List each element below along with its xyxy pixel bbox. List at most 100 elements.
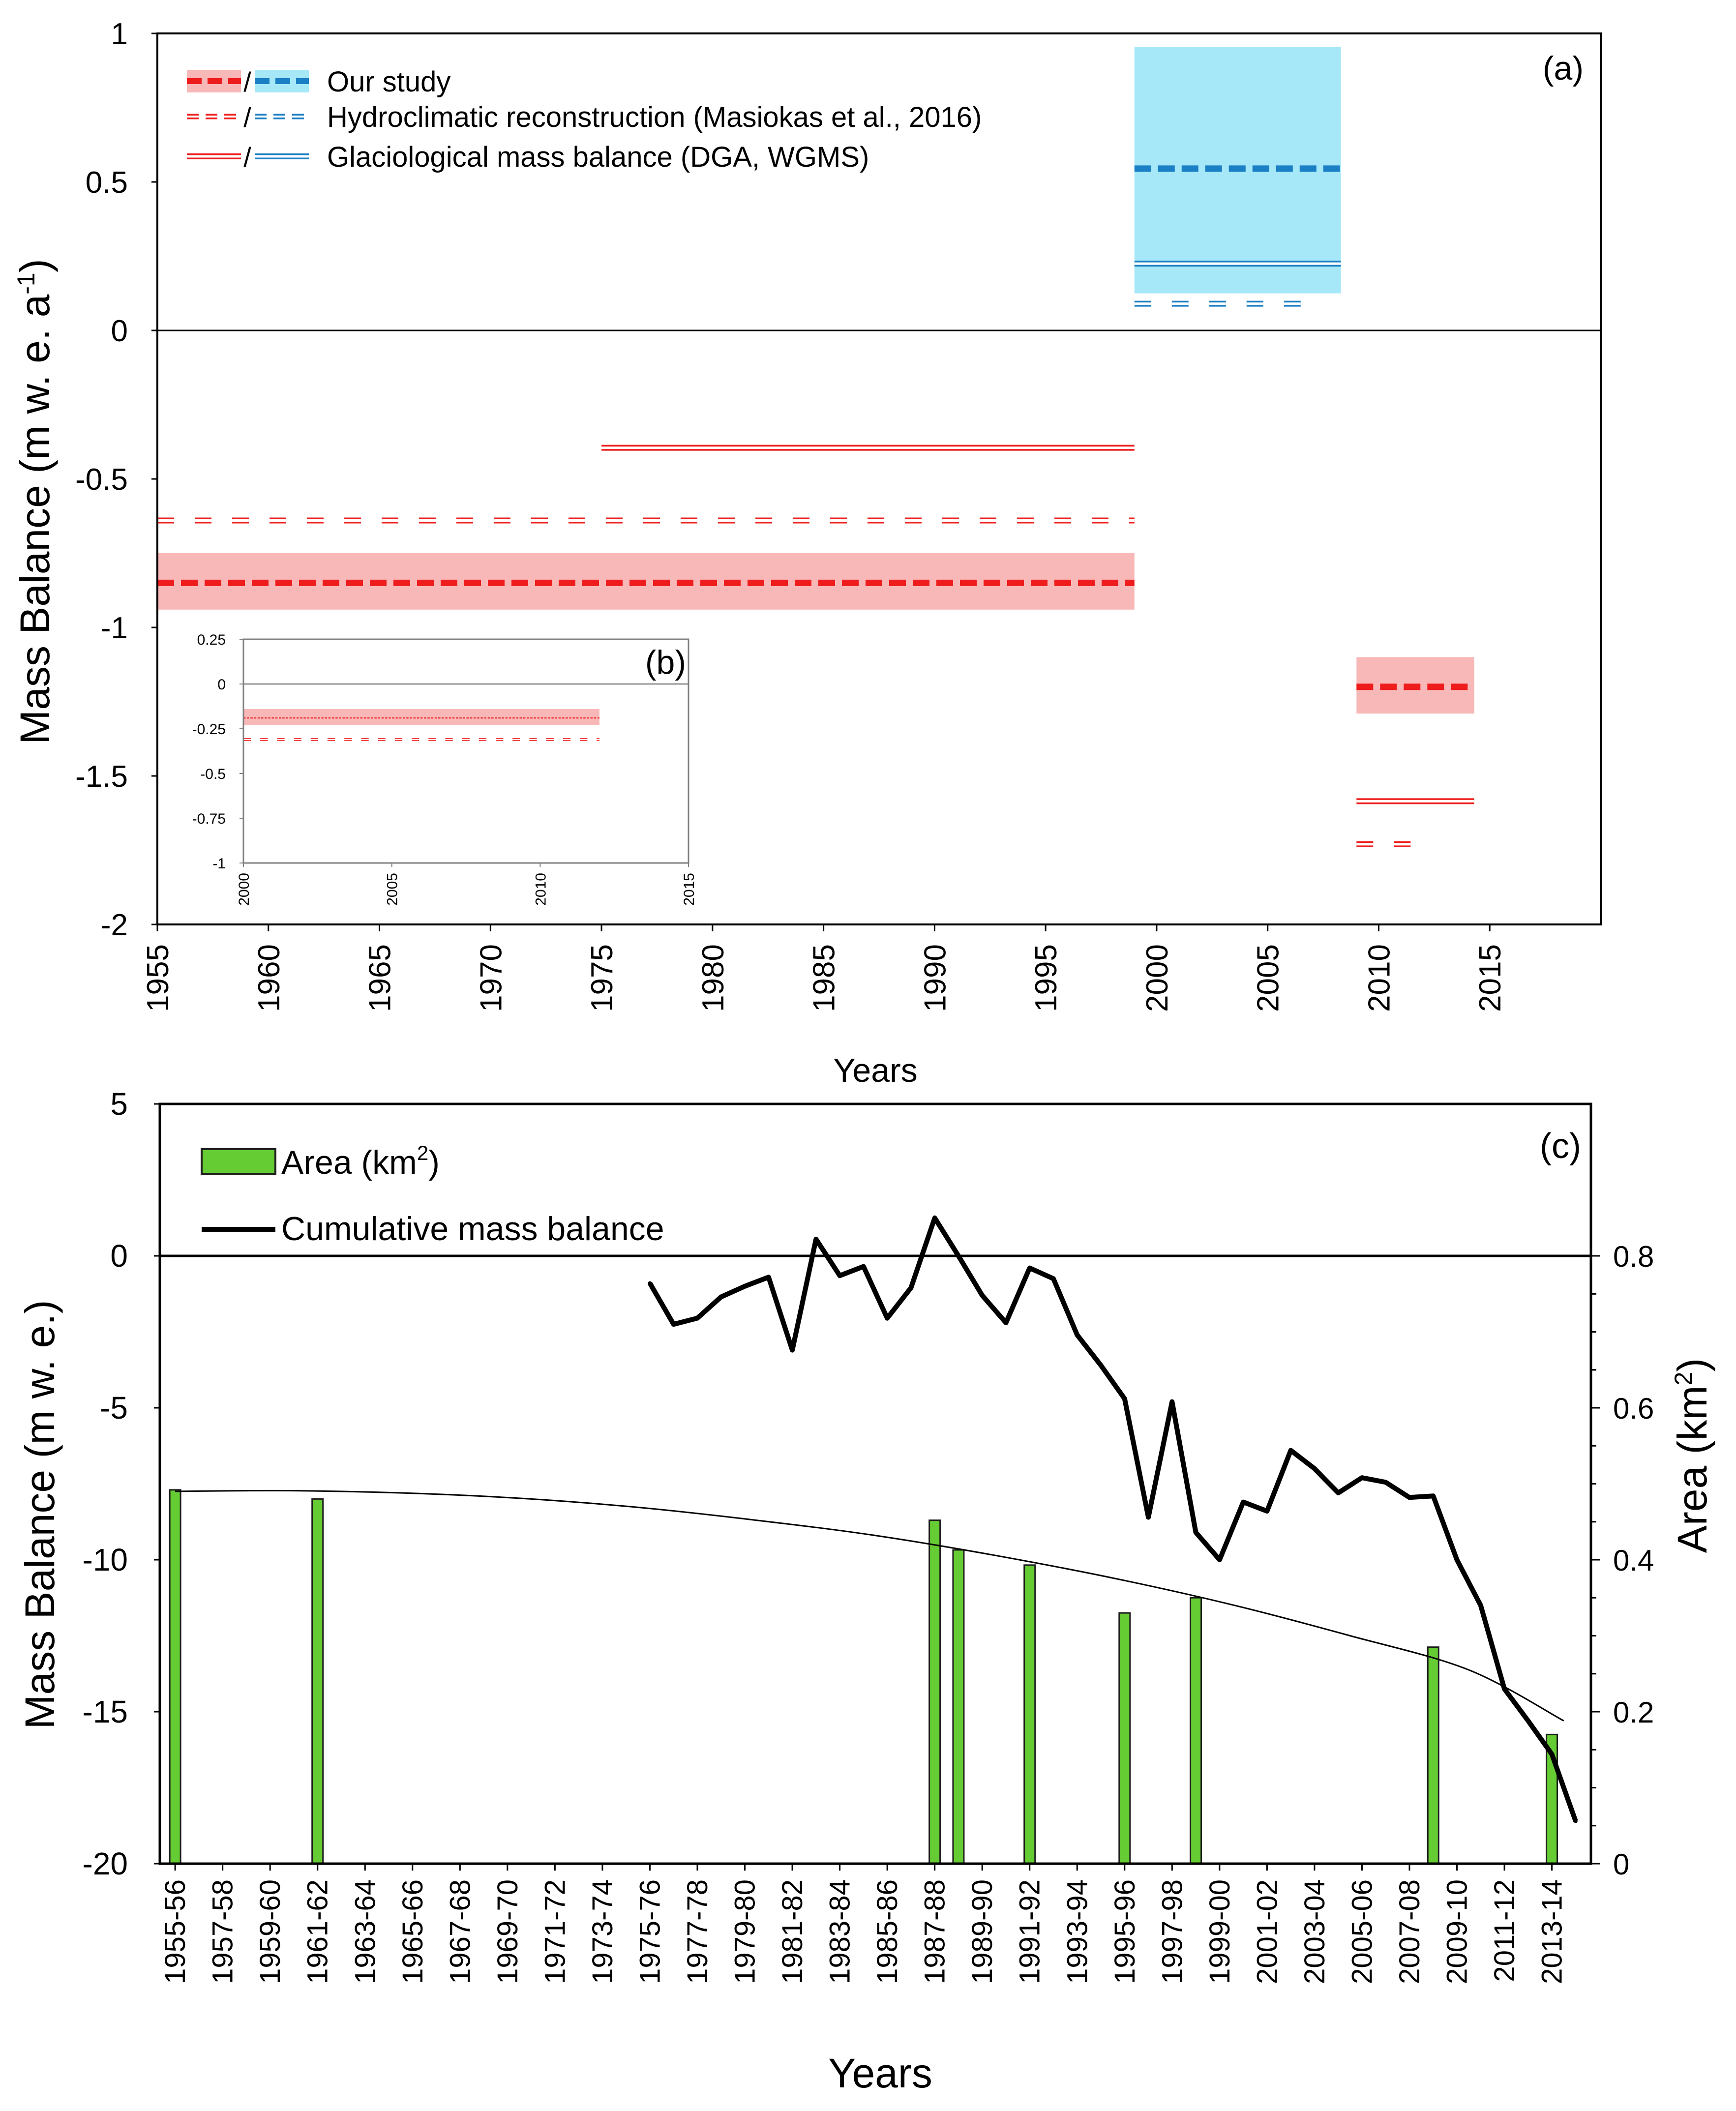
panel-a-x-tick-label: 1960 bbox=[252, 944, 286, 1012]
cumulative-mass-balance-point bbox=[885, 1316, 890, 1320]
cumulative-mass-balance-point bbox=[1336, 1491, 1341, 1495]
panel-c-label: (c) bbox=[1540, 1127, 1581, 1166]
panel-c-left-tick-label: 0 bbox=[110, 1238, 128, 1274]
panel-a-y-tick-label: -2 bbox=[101, 908, 128, 942]
panel-b-x-tick-layer: 2000 2005 2010 2015 bbox=[236, 863, 697, 906]
panel-c-right-y-axis-label-close: ) bbox=[1669, 1358, 1715, 1372]
cumulative-mass-balance-point bbox=[1217, 1558, 1222, 1562]
cumulative-mass-balance-point bbox=[980, 1293, 985, 1298]
panel-c-x-tick-label: 1985-86 bbox=[871, 1879, 903, 1984]
area-bar bbox=[1023, 1564, 1036, 1865]
panel-b-inset-background bbox=[243, 639, 688, 865]
area-bar bbox=[1190, 1597, 1202, 1865]
panel-a-x-tick-label: 2010 bbox=[1362, 944, 1396, 1012]
panel-c-right-tick-label: 0.8 bbox=[1613, 1240, 1654, 1273]
cumulative-mass-balance-point bbox=[1526, 1719, 1530, 1723]
panel-c-right-tick-layer: 0.8 0.6 0.4 0.2 0 bbox=[1591, 1240, 1654, 1881]
panel-c-point-layer bbox=[648, 1216, 1578, 1823]
panel-c-left-tick-label: 5 bbox=[110, 1086, 128, 1122]
panel-b-band-layer bbox=[243, 709, 599, 725]
panel-a-y-axis-label-sup: -1 bbox=[12, 272, 40, 294]
panel-c-x-tick-label: 1977-78 bbox=[682, 1879, 714, 1984]
panel-a-label: (a) bbox=[1543, 50, 1584, 87]
cumulative-mass-balance-point bbox=[1360, 1476, 1364, 1480]
cumulative-mass-balance-point bbox=[719, 1295, 723, 1299]
panel-c-x-tick-label: 2009-10 bbox=[1441, 1879, 1473, 1984]
panel-a-y-tick-label: 1 bbox=[111, 17, 128, 51]
panel-b-y-tick-label: -0.5 bbox=[200, 766, 226, 782]
area-bar bbox=[928, 1519, 941, 1865]
panel-a-y-tick-label: 0 bbox=[111, 314, 128, 348]
cumulative-mass-balance-point bbox=[1573, 1819, 1578, 1823]
panel-c-x-tick-label: 2005-06 bbox=[1346, 1879, 1378, 1984]
panel-c-x-tick-label: 2013-14 bbox=[1536, 1879, 1568, 1984]
cumulative-mass-balance-point bbox=[743, 1284, 747, 1288]
area-bar bbox=[169, 1489, 181, 1865]
panel-c-x-tick-label: 1993-94 bbox=[1061, 1879, 1093, 1984]
panel-c-left-tick-layer: 5 0 -5 -10 -15 -20 bbox=[83, 1086, 160, 1881]
legend-glaciological-label: Glaciological mass balance (DGA, WGMS) bbox=[327, 141, 869, 173]
panel-c-x-tick-label: 2003-04 bbox=[1299, 1879, 1331, 1984]
legend-area-label-close: ) bbox=[428, 1144, 440, 1181]
inset-series-our-study-0-band bbox=[243, 709, 599, 725]
cumulative-mass-balance-point bbox=[1027, 1266, 1032, 1270]
panel-c: 5 0 -5 -10 -15 -20 0.8 0.6 0.4 0.2 0 1955-56 1957-… bbox=[17, 1086, 1715, 2096]
legend-glaciological-separator: / bbox=[243, 142, 251, 173]
panel-c-x-tick-label: 1959-60 bbox=[254, 1879, 286, 1984]
panel-c-left-tick-label: -15 bbox=[83, 1694, 128, 1729]
cumulative-mass-balance-point bbox=[1194, 1530, 1198, 1535]
legend-area-label-sup: 2 bbox=[417, 1141, 428, 1164]
cumulative-mass-balance-point bbox=[814, 1237, 818, 1242]
panel-a-y-tick-label: -0.5 bbox=[75, 463, 128, 497]
cumulative-mass-balance-point bbox=[1478, 1603, 1483, 1607]
panel-b-y-tick-label: -0.75 bbox=[192, 811, 226, 827]
panel-a-series-layer bbox=[157, 165, 1474, 847]
panel-c-left-y-axis-label: Mass Balance (m w. e.) bbox=[17, 1300, 63, 1729]
panel-b-x-tick-label: 2000 bbox=[236, 873, 252, 906]
panel-c-x-tick-label: 2011-12 bbox=[1489, 1879, 1521, 1982]
cumulative-mass-balance-point bbox=[861, 1264, 866, 1269]
cumulative-mass-balance-point bbox=[648, 1281, 652, 1285]
cumulative-mass-balance-line bbox=[648, 1215, 1578, 1822]
legend-area-swatch bbox=[201, 1148, 276, 1175]
panel-c-left-tick-label: -10 bbox=[83, 1542, 128, 1577]
panel-c-x-tick-label: 1989-90 bbox=[966, 1879, 998, 1984]
area-trend-curve bbox=[175, 1489, 1564, 1722]
panel-a-x-tick-label: 1985 bbox=[808, 944, 841, 1012]
panel-a-x-tick-label: 1980 bbox=[696, 944, 730, 1012]
cumulative-mass-balance-point bbox=[838, 1274, 842, 1278]
panel-c-legend: Area (km2) Cumulative mass balance bbox=[201, 1141, 664, 1248]
panel-c-x-tick-label: 1999-00 bbox=[1204, 1879, 1236, 1984]
panel-a-x-tick-label: 2005 bbox=[1252, 944, 1286, 1012]
cumulative-mass-balance-point bbox=[766, 1275, 771, 1279]
panel-c-x-tick-label: 1975-76 bbox=[634, 1879, 666, 1984]
panel-a-x-tick-label: 1970 bbox=[474, 944, 508, 1012]
cumulative-mass-balance-point bbox=[1265, 1509, 1269, 1514]
panel-c-left-tick-label: -5 bbox=[100, 1390, 128, 1426]
panel-a-y-axis-label-close: ) bbox=[12, 259, 58, 272]
panel-c-x-tick-label: 1997-98 bbox=[1156, 1879, 1188, 1984]
legend-area-label: Area (km2) bbox=[281, 1141, 440, 1181]
panel-c-right-y-axis-label: Area (km2) bbox=[1669, 1358, 1715, 1553]
panel-c-right-y-axis-label-sup: 2 bbox=[1670, 1372, 1697, 1386]
panel-a-x-tick-label: 1955 bbox=[141, 944, 175, 1012]
panel-a-x-tick-label: 1965 bbox=[363, 944, 397, 1012]
panel-b-label: (b) bbox=[645, 644, 686, 681]
panel-a-y-axis-label-main: Mass Balance (m w. e. a bbox=[12, 294, 58, 744]
legend-our-study-label: Our study bbox=[327, 66, 450, 98]
panel-c-right-tick-label: 0 bbox=[1613, 1848, 1629, 1881]
panel-a-x-tick-label: 1990 bbox=[918, 944, 952, 1012]
panel-a-x-tick-label: 2015 bbox=[1473, 944, 1507, 1012]
cumulative-mass-balance-point bbox=[1550, 1752, 1554, 1756]
cumulative-mass-balance-point bbox=[1241, 1500, 1246, 1504]
area-bar bbox=[1427, 1646, 1439, 1865]
legend-our-study-separator: / bbox=[243, 66, 251, 97]
cumulative-mass-balance-point bbox=[1051, 1277, 1055, 1281]
panel-c-x-tick-label: 1971-72 bbox=[539, 1879, 571, 1984]
panel-c-x-tick-label: 1995-96 bbox=[1109, 1879, 1141, 1984]
panel-c-x-tick-label: 1961-62 bbox=[302, 1879, 334, 1984]
cumulative-mass-balance-point bbox=[1288, 1448, 1293, 1453]
cumulative-mass-balance-point bbox=[790, 1348, 795, 1352]
